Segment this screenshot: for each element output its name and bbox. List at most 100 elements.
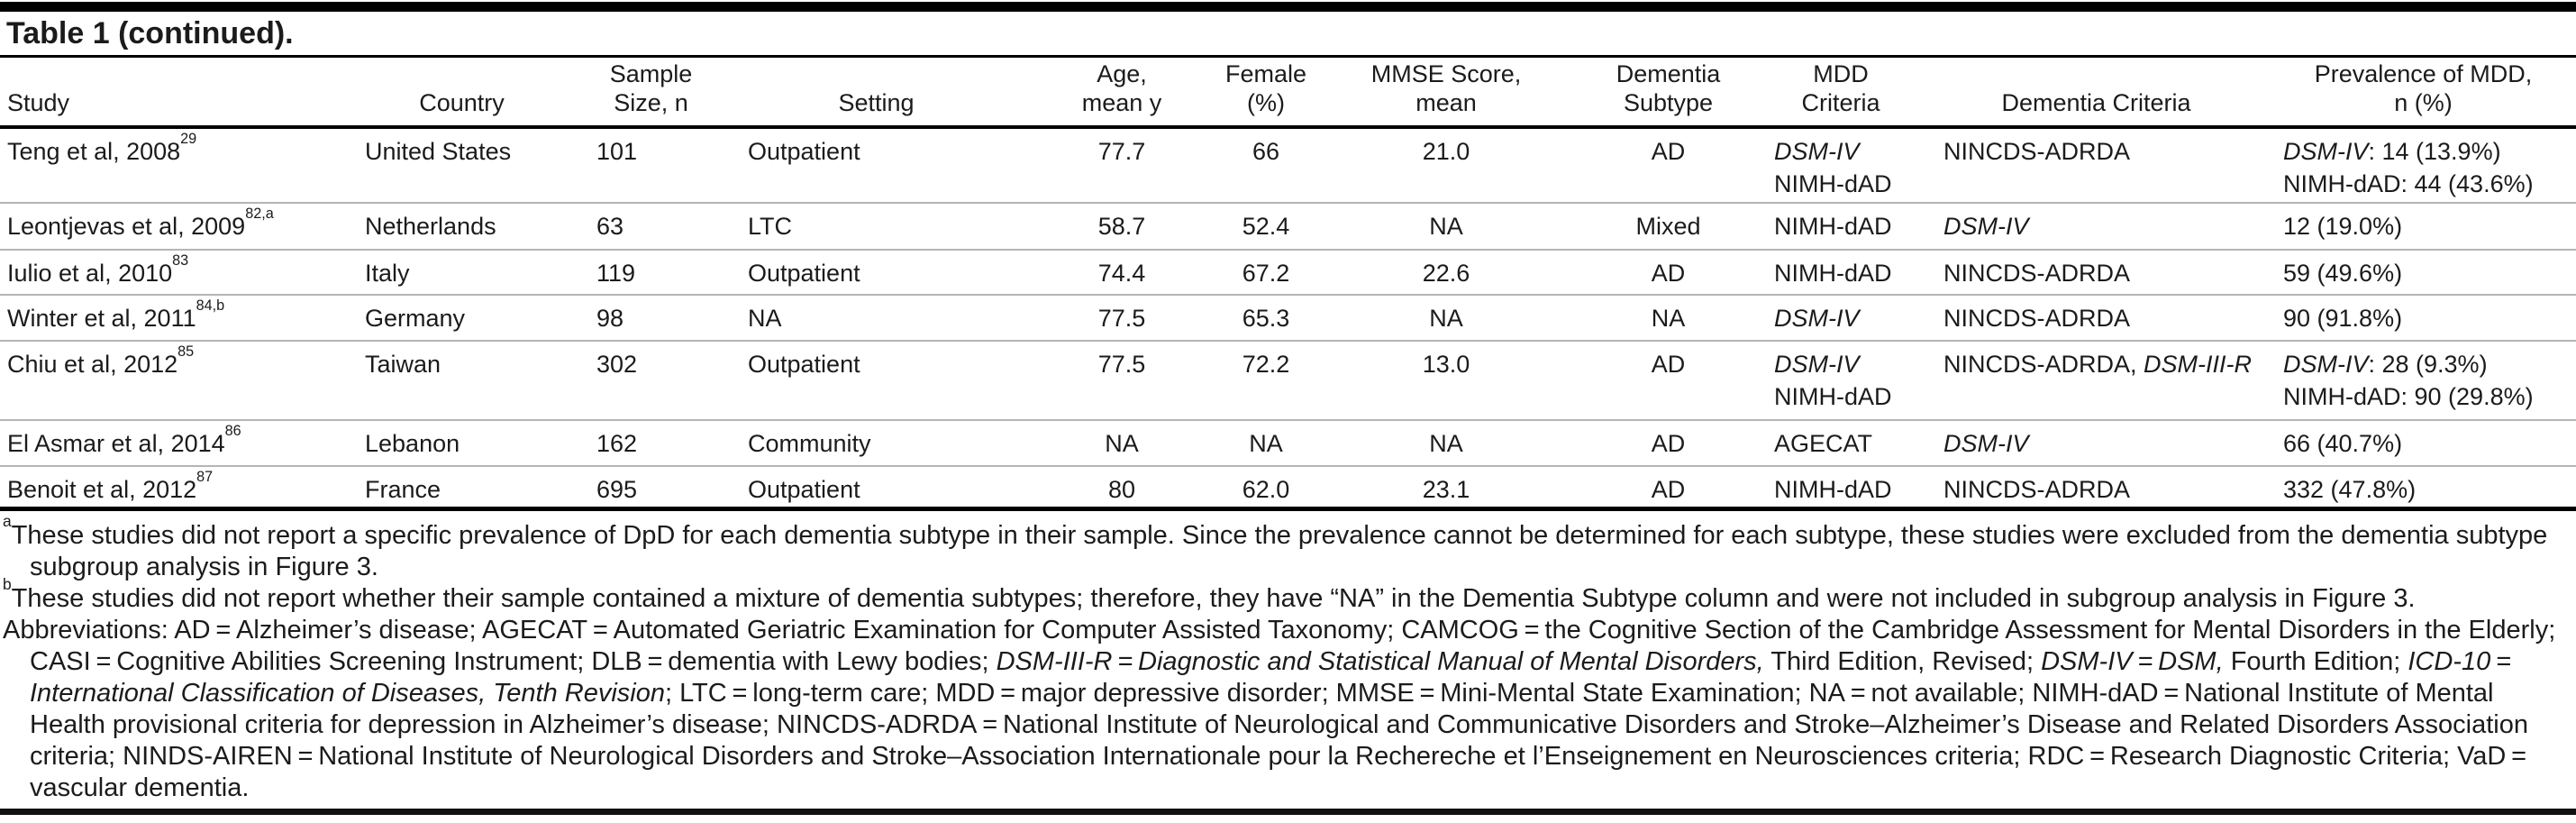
cell-age-mean: 74.4 <box>1027 250 1216 296</box>
cell-female-pct: 65.3 <box>1216 295 1315 342</box>
cell-dementia-subtype: AD <box>1577 250 1760 296</box>
top-rule <box>0 2 2576 12</box>
cell-setting: Outpatient <box>725 466 1027 511</box>
cell-mdd-criteria: NIMH-dAD <box>1760 466 1922 511</box>
cell-mdd-criteria: NIMH-dAD <box>1760 250 1922 296</box>
footnotes: aThese studies did not report a specific… <box>3 513 2571 804</box>
column-header-study: Study <box>0 58 347 129</box>
cell-age-mean: 77.5 <box>1027 341 1216 421</box>
table-row: Iulio et al, 201083 Italy 119 Outpatient 74.… <box>0 250 2576 296</box>
cell-dementia-subtype: NA <box>1577 295 1760 342</box>
table-head: Study Country Sample Size, n Setting Age, mean… <box>0 58 2576 129</box>
cell-sample-size: 119 <box>577 250 725 296</box>
cell-dementia-criteria: NINCDS-ADRDA, DSM-III-R <box>1922 341 2271 421</box>
cell-setting: Community <box>725 420 1027 467</box>
cell-setting: NA <box>725 295 1027 342</box>
cell-dementia-criteria: NINCDS-ADRDA <box>1922 466 2271 511</box>
cell-dementia-subtype: AD <box>1577 420 1760 467</box>
cell-study: Winter et al, 201184,b <box>0 295 347 342</box>
cell-prevalence: 59 (49.6%) <box>2271 250 2576 296</box>
table-row: Benoit et al, 201287 France 695 Outpatient 8… <box>0 466 2576 511</box>
cell-sample-size: 162 <box>577 420 725 467</box>
cell-prevalence: 90 (91.8%) <box>2271 295 2576 342</box>
cell-mmse-mean: NA <box>1315 420 1577 467</box>
cell-dementia-subtype: Mixed <box>1577 203 1760 251</box>
cell-prevalence: 332 (47.8%) <box>2271 466 2576 511</box>
column-header-age-mean: Age, mean y <box>1027 58 1216 129</box>
cell-dementia-criteria: DSM-IV <box>1922 420 2271 467</box>
cell-dementia-criteria: NINCDS-ADRDA <box>1922 250 2271 296</box>
cell-age-mean: 58.7 <box>1027 203 1216 251</box>
cell-study: Chiu et al, 201285 <box>0 341 347 421</box>
footnote-abbreviations: Abbreviations: AD = Alzheimer’s disease;… <box>3 616 2556 802</box>
cell-mdd-criteria: NIMH-dAD <box>1760 203 1922 251</box>
column-header-female-pct: Female (%) <box>1216 58 1315 129</box>
cell-age-mean: 77.5 <box>1027 295 1216 342</box>
column-header-dementia-criteria: Dementia Criteria <box>1922 58 2271 129</box>
column-header-country: Country <box>347 58 577 129</box>
cell-mmse-mean: NA <box>1315 295 1577 342</box>
table-row: Winter et al, 201184,b Germany 98 NA 77.5 65.… <box>0 295 2576 342</box>
cell-study: Iulio et al, 201083 <box>0 250 347 296</box>
cell-country: France <box>347 466 577 511</box>
bottom-rule <box>0 809 2576 815</box>
cell-age-mean: 77.7 <box>1027 127 1216 204</box>
cell-dementia-subtype: AD <box>1577 341 1760 421</box>
cell-dementia-criteria: NINCDS-ADRDA <box>1922 295 2271 342</box>
cell-mmse-mean: 21.0 <box>1315 127 1577 204</box>
cell-country: Germany <box>347 295 577 342</box>
cell-country: Lebanon <box>347 420 577 467</box>
cell-female-pct: 66 <box>1216 127 1315 204</box>
cell-study: El Asmar et al, 201486 <box>0 420 347 467</box>
cell-mmse-mean: 23.1 <box>1315 466 1577 511</box>
cell-mdd-criteria: AGECAT <box>1760 420 1922 467</box>
title-rule <box>0 55 2576 58</box>
cell-mdd-criteria: DSM-IV <box>1760 295 1922 342</box>
cell-female-pct: 72.2 <box>1216 341 1315 421</box>
cell-prevalence: 12 (19.0%) <box>2271 203 2576 251</box>
cell-mmse-mean: 22.6 <box>1315 250 1577 296</box>
cell-sample-size: 63 <box>577 203 725 251</box>
column-header-prevalence: Prevalence of MDD, n (%) <box>2271 58 2576 129</box>
cell-sample-size: 695 <box>577 466 725 511</box>
page-title: Table 1 (continued). <box>6 16 294 50</box>
cell-setting: Outpatient <box>725 250 1027 296</box>
cell-female-pct: 62.0 <box>1216 466 1315 511</box>
table-row: Leontjevas et al, 200982,a Netherlands 63 L… <box>0 203 2576 251</box>
cell-female-pct: 52.4 <box>1216 203 1315 251</box>
cell-study: Benoit et al, 201287 <box>0 466 347 511</box>
table-row: El Asmar et al, 201486 Lebanon 162 Communit… <box>0 420 2576 467</box>
cell-dementia-subtype: AD <box>1577 466 1760 511</box>
cell-study: Teng et al, 200829 <box>0 127 347 204</box>
study-table: Study Country Sample Size, n Setting Age, mean… <box>0 58 2576 511</box>
cell-setting: Outpatient <box>725 127 1027 204</box>
cell-dementia-criteria: DSM-IV <box>1922 203 2271 251</box>
cell-mdd-criteria: DSM-IV NIMH-dAD <box>1760 127 1922 204</box>
table-row: Teng et al, 200829 United States 101 Outpat… <box>0 127 2576 204</box>
header-row: Study Country Sample Size, n Setting Age, mean… <box>0 58 2576 129</box>
cell-prevalence: 66 (40.7%) <box>2271 420 2576 467</box>
cell-sample-size: 302 <box>577 341 725 421</box>
cell-country: Netherlands <box>347 203 577 251</box>
table-row: Chiu et al, 201285 Taiwan 302 Outpatient 77.… <box>0 341 2576 421</box>
cell-country: United States <box>347 127 577 204</box>
cell-sample-size: 101 <box>577 127 725 204</box>
cell-country: Taiwan <box>347 341 577 421</box>
column-header-setting: Setting <box>725 58 1027 129</box>
cell-prevalence: DSM-IV: 28 (9.3%) NIMH-dAD: 90 (29.8%) <box>2271 341 2576 421</box>
column-header-sample-size: Sample Size, n <box>577 58 725 129</box>
column-header-dementia-subtype: Dementia Subtype <box>1577 58 1760 129</box>
cell-mmse-mean: 13.0 <box>1315 341 1577 421</box>
cell-age-mean: NA <box>1027 420 1216 467</box>
cell-mdd-criteria: DSM-IV NIMH-dAD <box>1760 341 1922 421</box>
footnote-b: bThese studies did not report whether th… <box>3 574 2416 613</box>
cell-mmse-mean: NA <box>1315 203 1577 251</box>
cell-female-pct: NA <box>1216 420 1315 467</box>
cell-prevalence: DSM-IV: 14 (13.9%) NIMH-dAD: 44 (43.6%) <box>2271 127 2576 204</box>
cell-study: Leontjevas et al, 200982,a <box>0 203 347 251</box>
cell-sample-size: 98 <box>577 295 725 342</box>
cell-dementia-subtype: AD <box>1577 127 1760 204</box>
cell-age-mean: 80 <box>1027 466 1216 511</box>
cell-female-pct: 67.2 <box>1216 250 1315 296</box>
